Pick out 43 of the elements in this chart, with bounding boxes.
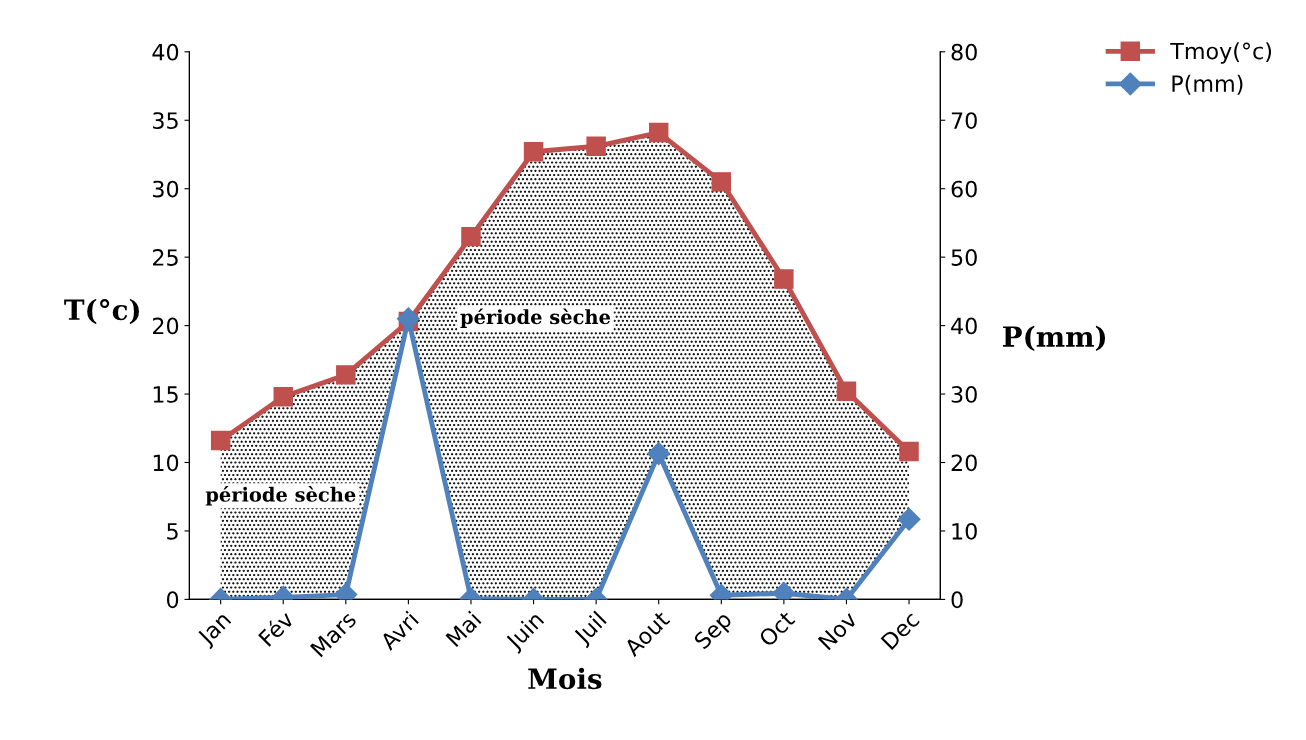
point xyxy=(899,441,919,462)
point xyxy=(523,142,544,162)
y-tick-label: 35 xyxy=(153,112,178,130)
annotation: période sèche xyxy=(460,308,611,328)
x-tick-label: Nov xyxy=(817,610,859,651)
y2-tick-label: 10 xyxy=(952,522,977,540)
y2-tick-label: 50 xyxy=(951,249,977,266)
point xyxy=(648,122,669,143)
x-tick-label: Fév xyxy=(257,608,295,647)
point xyxy=(273,387,293,407)
y-tick-label: 10 xyxy=(153,454,179,472)
x-tick-label: Oct xyxy=(757,609,796,648)
y2-tick-label: 40 xyxy=(951,317,977,335)
x-tick-label: Mai xyxy=(444,610,482,648)
point xyxy=(836,381,857,402)
y2-tick-label: 20 xyxy=(951,454,977,472)
annotation: période sèche xyxy=(205,486,356,506)
y2-tick-label: 0 xyxy=(951,591,963,609)
x-tick-label: Dec xyxy=(880,610,921,651)
point xyxy=(711,172,732,192)
y-tick-label: 0 xyxy=(166,591,179,609)
point xyxy=(586,136,606,156)
y-tick-label: 30 xyxy=(153,180,179,198)
legend-label: Tmoy(°c) xyxy=(1170,42,1272,64)
y2-axis-title: P(mm) xyxy=(1003,325,1106,352)
point xyxy=(774,269,794,289)
y2-tick-label: 80 xyxy=(951,43,977,61)
point xyxy=(461,226,481,247)
x-tick-label: Jan xyxy=(196,610,235,650)
point xyxy=(210,430,231,451)
y-tick-label: 15 xyxy=(153,386,178,403)
y-axis-title: T(°c) xyxy=(64,298,139,325)
point xyxy=(336,365,356,385)
y2-tick-label: 60 xyxy=(951,180,977,198)
y2-tick-label: 70 xyxy=(951,112,977,130)
y-tick-label: 20 xyxy=(153,317,179,335)
legend-label: P(mm) xyxy=(1172,74,1243,95)
x-axis-title: Mois xyxy=(528,667,602,690)
y-tick-label: 25 xyxy=(153,249,178,266)
y-tick-label: 40 xyxy=(152,43,179,61)
x-tick-label: Sep xyxy=(692,610,736,653)
y-tick-label: 5 xyxy=(167,523,178,540)
y2-tick-label: 30 xyxy=(951,386,977,403)
